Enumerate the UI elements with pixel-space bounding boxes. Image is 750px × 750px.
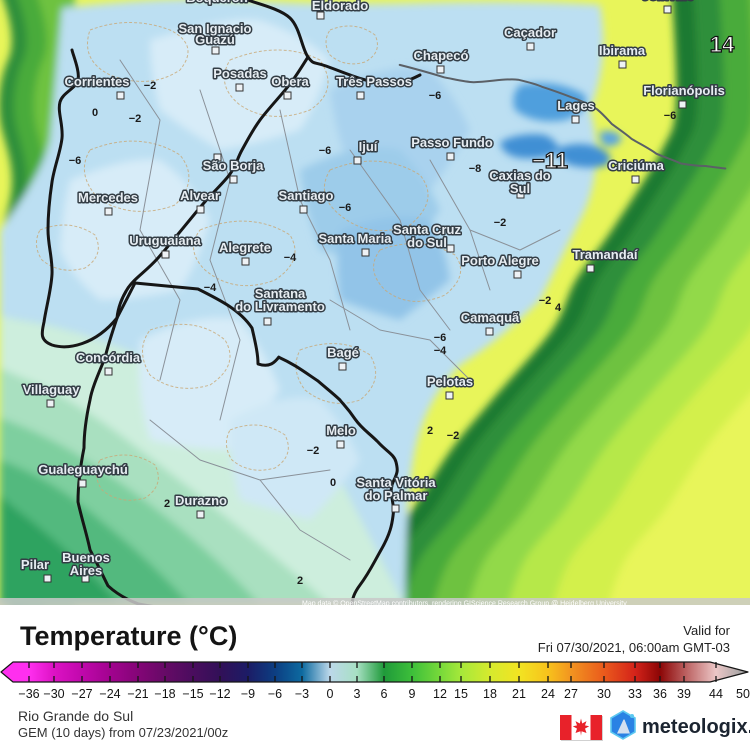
svg-text:Rio Grande do Sul: Rio Grande do Sul: [18, 708, 133, 724]
svg-text:Obera: Obera: [271, 74, 309, 89]
svg-text:6: 6: [381, 687, 388, 701]
svg-text:Mercedes: Mercedes: [78, 190, 138, 205]
svg-text:4: 4: [555, 302, 562, 314]
svg-text:Posadas: Posadas: [213, 66, 266, 81]
svg-text:−2: −2: [129, 113, 142, 125]
svg-text:−30: −30: [43, 687, 64, 701]
svg-text:Corrientes: Corrientes: [64, 74, 129, 89]
svg-text:−4: −4: [284, 252, 297, 264]
svg-text:39: 39: [677, 687, 691, 701]
svg-text:−6: −6: [434, 332, 447, 344]
svg-text:Santiago: Santiago: [279, 188, 334, 203]
svg-text:Uruguaiana: Uruguaiana: [129, 233, 201, 248]
svg-text:Três Passos: Três Passos: [336, 74, 412, 89]
svg-text:−6: −6: [664, 110, 677, 122]
svg-text:Ibirama: Ibirama: [599, 43, 646, 58]
svg-text:Santa Maria: Santa Maria: [319, 231, 393, 246]
svg-text:Camaquã: Camaquã: [461, 310, 520, 325]
svg-text:Sul: Sul: [510, 181, 530, 196]
svg-text:21: 21: [512, 687, 526, 701]
svg-text:do Palmar: do Palmar: [365, 488, 428, 503]
svg-text:14: 14: [710, 32, 735, 57]
svg-text:Villaguay: Villaguay: [23, 382, 81, 397]
svg-text:Concórdia: Concórdia: [76, 350, 141, 365]
svg-text:−6: −6: [319, 145, 332, 157]
svg-text:9: 9: [409, 687, 416, 701]
svg-text:−6: −6: [268, 687, 282, 701]
svg-text:Lages: Lages: [557, 98, 595, 113]
svg-text:Guazú: Guazú: [195, 32, 235, 47]
svg-text:Gualeguaychú: Gualeguaychú: [38, 462, 128, 477]
svg-text:−6: −6: [69, 155, 82, 167]
svg-text:Ijuí: Ijuí: [359, 139, 378, 154]
svg-text:Aires: Aires: [70, 563, 103, 578]
svg-text:30: 30: [597, 687, 611, 701]
svg-text:do Livramento: do Livramento: [235, 299, 325, 314]
svg-text:do Sul: do Sul: [407, 235, 447, 250]
svg-text:27: 27: [564, 687, 578, 701]
svg-text:GEM (10 days) from 07/23/2021/: GEM (10 days) from 07/23/2021/00z: [18, 725, 228, 740]
svg-text:2: 2: [297, 575, 303, 587]
svg-text:36: 36: [653, 687, 667, 701]
svg-text:−8: −8: [469, 163, 482, 175]
svg-text:−11: −11: [532, 148, 568, 173]
svg-text:−2: −2: [307, 445, 320, 457]
svg-text:44: 44: [709, 687, 723, 701]
svg-text:0: 0: [92, 107, 98, 119]
svg-text:Melo: Melo: [326, 423, 356, 438]
svg-text:Criciúma: Criciúma: [608, 158, 664, 173]
svg-text:Chapecó: Chapecó: [414, 48, 469, 63]
svg-text:−2: −2: [494, 217, 507, 229]
svg-text:−6: −6: [339, 202, 352, 214]
svg-text:−2: −2: [539, 295, 552, 307]
svg-text:Temperature (°C): Temperature (°C): [20, 621, 237, 651]
svg-text:−2: −2: [144, 80, 157, 92]
svg-text:0: 0: [327, 687, 334, 701]
svg-text:Joinville: Joinville: [642, 0, 694, 3]
svg-text:−15: −15: [182, 687, 203, 701]
svg-text:Alvear: Alvear: [180, 188, 220, 203]
svg-text:meteologix.com: meteologix.com: [642, 716, 750, 738]
svg-text:−36: −36: [18, 687, 39, 701]
svg-text:−4: −4: [434, 345, 447, 357]
svg-text:São Borja: São Borja: [203, 158, 264, 173]
svg-text:−12: −12: [209, 687, 230, 701]
svg-text:Fri 07/30/2021, 06:00am GMT-03: Fri 07/30/2021, 06:00am GMT-03: [538, 640, 730, 655]
svg-text:Bagé: Bagé: [327, 345, 359, 360]
svg-text:Porto Alegre: Porto Alegre: [461, 253, 539, 268]
svg-text:Eldorado: Eldorado: [312, 0, 368, 13]
svg-text:−24: −24: [99, 687, 120, 701]
svg-text:Caçador: Caçador: [504, 25, 556, 40]
svg-text:18: 18: [483, 687, 497, 701]
svg-text:−4: −4: [204, 282, 217, 294]
svg-text:Valid for: Valid for: [683, 623, 730, 638]
svg-text:Pilar: Pilar: [21, 557, 49, 572]
svg-text:−9: −9: [241, 687, 255, 701]
svg-text:2: 2: [427, 425, 433, 437]
svg-text:−6: −6: [429, 90, 442, 102]
svg-text:−27: −27: [71, 687, 92, 701]
svg-text:−21: −21: [127, 687, 148, 701]
svg-text:Pelotas: Pelotas: [427, 374, 473, 389]
svg-text:33: 33: [628, 687, 642, 701]
svg-text:−2: −2: [447, 430, 460, 442]
svg-text:Alegrete: Alegrete: [219, 240, 271, 255]
svg-text:Boquerón: Boquerón: [186, 0, 247, 5]
svg-text:12: 12: [433, 687, 447, 701]
svg-text:2: 2: [164, 498, 170, 510]
svg-text:−3: −3: [295, 687, 309, 701]
svg-text:50: 50: [736, 687, 750, 701]
svg-text:Tramandaí: Tramandaí: [572, 247, 637, 262]
svg-text:−18: −18: [154, 687, 175, 701]
svg-text:0: 0: [330, 477, 336, 489]
svg-text:3: 3: [354, 687, 361, 701]
svg-text:Durazno: Durazno: [175, 493, 227, 508]
svg-text:Passo Fundo: Passo Fundo: [411, 135, 493, 150]
svg-text:Florianópolis: Florianópolis: [643, 83, 725, 98]
svg-text:15: 15: [454, 687, 468, 701]
svg-text:24: 24: [541, 687, 555, 701]
